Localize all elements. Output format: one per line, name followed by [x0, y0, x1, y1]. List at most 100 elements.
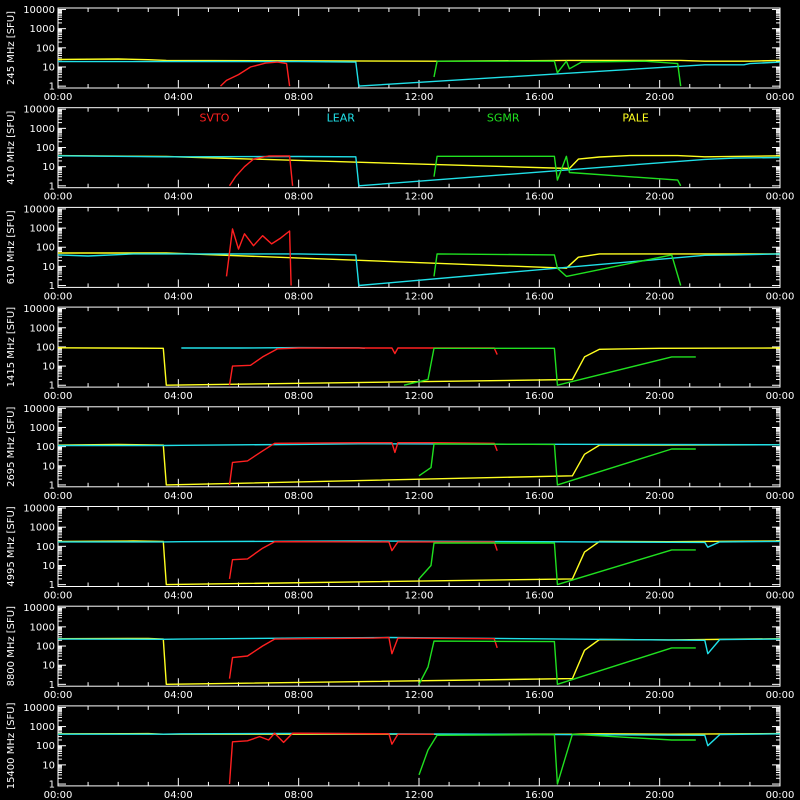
x-tick-label: 00:00 — [44, 291, 73, 302]
series-svto-line — [228, 442, 498, 485]
y-tick-label: 10000 — [23, 603, 55, 614]
x-tick-label: 12:00 — [405, 690, 434, 701]
x-tick-label: 00:00 — [44, 790, 73, 800]
y-tick-label: 10 — [42, 162, 55, 173]
y-axis-label: 4995 MHz [SFU] — [6, 506, 17, 587]
series-sgmr-line — [418, 640, 696, 685]
x-tick-label: 16:00 — [525, 790, 554, 800]
x-tick-label: 00:00 — [44, 92, 73, 103]
x-tick-label: 00:00 — [766, 391, 795, 402]
y-tick-label: 10000 — [23, 703, 55, 714]
y-tick-label: 1000 — [30, 124, 55, 135]
y-tick-label: 1 — [49, 580, 55, 591]
x-tick-label: 12:00 — [405, 192, 434, 203]
panel-7: 1 10 100 1000 10000 00:00 04:00 08:00 12:00 16:00… — [6, 702, 794, 800]
x-tick-label: 16:00 — [525, 192, 554, 203]
series-sgmr-line — [433, 155, 682, 187]
x-tick-label: 00:00 — [766, 291, 795, 302]
x-tick-label: 20:00 — [645, 391, 674, 402]
panel-4: 1 10 100 1000 10000 00:00 04:00 08:00 12:00 16:00… — [6, 404, 794, 502]
series-lear-line — [57, 155, 781, 187]
x-tick-label: 00:00 — [766, 591, 795, 602]
x-tick-label: 00:00 — [766, 790, 795, 800]
panel-3: 1 10 100 1000 10000 00:00 04:00 08:00 12:00 16:00… — [6, 304, 794, 402]
x-tick-label: 08:00 — [284, 291, 313, 302]
x-tick-label: 04:00 — [164, 291, 193, 302]
x-tick-label: 08:00 — [284, 790, 313, 800]
series-sgmr-line — [433, 60, 682, 87]
series-svto-line — [220, 61, 291, 87]
y-tick-label: 10000 — [23, 105, 55, 116]
legend-lear: LEAR — [327, 112, 356, 125]
legend-svto: SVTO — [199, 112, 229, 125]
y-tick-label: 100 — [36, 542, 55, 553]
y-axis-label: 1415 MHz [SFU] — [6, 307, 17, 388]
x-tick-label: 12:00 — [405, 591, 434, 602]
x-tick-label: 00:00 — [766, 92, 795, 103]
panel-6: 1 10 100 1000 10000 00:00 04:00 08:00 12:00 16:00… — [6, 603, 794, 701]
panel-2: 1 10 100 1000 10000 00:00 04:00 08:00 12:00 16:00… — [6, 204, 794, 302]
y-tick-label: 10 — [42, 461, 55, 472]
x-tick-label: 04:00 — [164, 690, 193, 701]
y-tick-label: 10000 — [23, 304, 55, 315]
y-axis-label: 410 MHz [SFU] — [6, 111, 17, 185]
series-lear-line — [58, 732, 781, 747]
series-lear-line — [58, 540, 781, 548]
y-tick-label: 10 — [42, 661, 55, 672]
series-sgmr-line — [418, 542, 696, 586]
x-tick-label: 16:00 — [525, 391, 554, 402]
x-tick-label: 20:00 — [645, 192, 674, 203]
y-tick-label: 1 — [49, 680, 55, 691]
y-tick-label: 100 — [36, 43, 55, 54]
x-tick-label: 20:00 — [645, 92, 674, 103]
series-svto-line — [228, 732, 434, 785]
y-tick-label: 1000 — [30, 423, 55, 434]
y-tick-label: 10 — [42, 262, 55, 273]
y-tick-label: 10000 — [23, 5, 55, 16]
y-tick-label: 1000 — [30, 224, 55, 235]
x-tick-label: 16:00 — [525, 92, 554, 103]
y-axis-label: 8800 MHz [SFU] — [6, 606, 17, 687]
x-tick-label: 08:00 — [284, 491, 313, 502]
x-tick-label: 04:00 — [164, 790, 193, 800]
series-sgmr-line — [433, 253, 682, 286]
x-tick-label: 20:00 — [645, 790, 674, 800]
y-tick-label: 100 — [36, 442, 55, 453]
x-tick-label: 04:00 — [164, 591, 193, 602]
y-tick-label: 1 — [49, 381, 55, 392]
y-tick-label: 1000 — [30, 323, 55, 334]
y-tick-label: 1000 — [30, 622, 55, 633]
y-tick-label: 10 — [42, 62, 55, 73]
x-tick-label: 12:00 — [405, 491, 434, 502]
x-tick-label: 00:00 — [766, 491, 795, 502]
series-lear-line — [58, 60, 781, 87]
series-svto-line — [228, 155, 294, 187]
x-tick-label: 00:00 — [44, 690, 73, 701]
legend-sgmr: SGMR — [487, 112, 520, 125]
x-tick-label: 04:00 — [164, 491, 193, 502]
y-tick-label: 1 — [49, 181, 55, 192]
x-tick-label: 08:00 — [284, 92, 313, 103]
x-tick-label: 00:00 — [766, 690, 795, 701]
y-axis-label: 610 MHz [SFU] — [6, 210, 17, 284]
x-tick-label: 04:00 — [164, 92, 193, 103]
series-svto-line — [228, 541, 498, 580]
y-tick-label: 1000 — [30, 722, 55, 733]
x-tick-label: 16:00 — [525, 291, 554, 302]
y-axis-label: 2695 MHz [SFU] — [6, 406, 17, 487]
y-tick-label: 10 — [42, 561, 55, 572]
x-tick-label: 20:00 — [645, 690, 674, 701]
x-tick-label: 08:00 — [284, 192, 313, 203]
series-pale-line — [57, 347, 781, 386]
x-tick-label: 12:00 — [405, 92, 434, 103]
panel-0: 1 10 100 1000 10000 00:00 04:00 08:00 12:00 16:00… — [6, 5, 794, 103]
x-tick-label: 12:00 — [405, 790, 434, 800]
x-tick-label: 20:00 — [645, 591, 674, 602]
series-pale-line — [57, 58, 781, 62]
y-tick-label: 100 — [36, 741, 55, 752]
series-pale-line — [57, 154, 781, 170]
series-sgmr-line — [418, 443, 696, 486]
x-tick-label: 04:00 — [164, 391, 193, 402]
y-tick-label: 100 — [36, 342, 55, 353]
